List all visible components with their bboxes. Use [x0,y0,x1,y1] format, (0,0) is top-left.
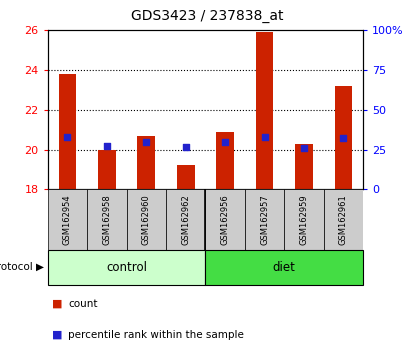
FancyBboxPatch shape [166,189,205,250]
Text: GSM162957: GSM162957 [260,194,269,245]
Bar [177,166,195,189]
Text: GSM162956: GSM162956 [221,194,229,245]
Point [143,139,150,144]
Text: GSM162954: GSM162954 [63,194,72,245]
Point [64,134,71,139]
Point [261,134,268,139]
Bar [59,74,76,189]
Bar [295,144,313,189]
Text: GSM162961: GSM162961 [339,194,348,245]
Text: GSM162962: GSM162962 [181,194,190,245]
Point [183,144,189,150]
FancyBboxPatch shape [127,189,166,250]
Point [104,143,110,149]
Text: GSM162959: GSM162959 [300,194,308,245]
Text: GDS3423 / 237838_at: GDS3423 / 237838_at [131,9,284,23]
Text: ■: ■ [52,299,62,309]
Bar [256,32,273,189]
FancyBboxPatch shape [284,189,324,250]
Text: control: control [106,261,147,274]
Text: protocol ▶: protocol ▶ [0,262,44,272]
Point [222,139,229,144]
Point [300,145,307,151]
Text: count: count [68,299,98,309]
FancyBboxPatch shape [48,250,205,285]
Bar [216,132,234,189]
Bar [98,149,116,189]
Bar [137,136,155,189]
FancyBboxPatch shape [87,189,127,250]
Text: diet: diet [273,261,296,274]
Text: percentile rank within the sample: percentile rank within the sample [68,330,244,340]
FancyBboxPatch shape [48,189,87,250]
FancyBboxPatch shape [245,189,284,250]
FancyBboxPatch shape [205,189,245,250]
Text: GSM162960: GSM162960 [142,194,151,245]
FancyBboxPatch shape [324,189,363,250]
Text: ■: ■ [52,330,62,340]
Bar [334,86,352,189]
Point [340,136,347,141]
FancyBboxPatch shape [205,250,363,285]
Text: GSM162958: GSM162958 [103,194,111,245]
